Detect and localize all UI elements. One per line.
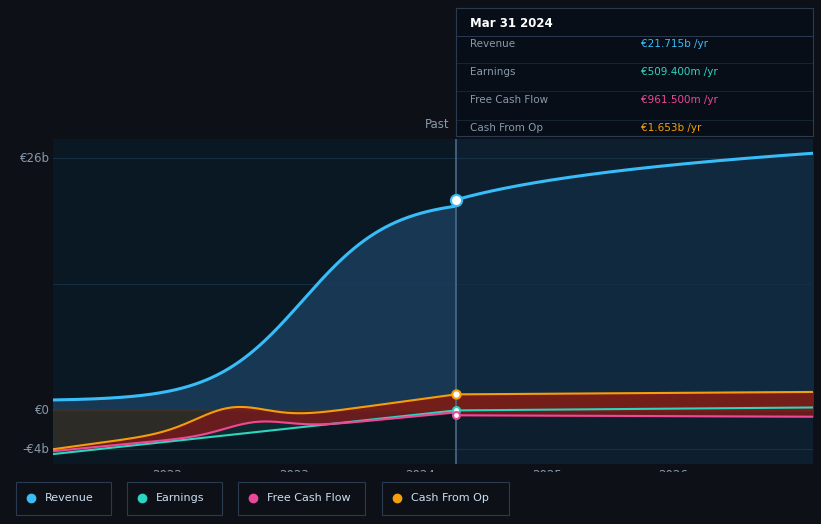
Text: €1.653b /yr: €1.653b /yr (641, 124, 702, 134)
Text: Analysts Forecasts: Analysts Forecasts (462, 118, 572, 131)
Text: Cash From Op: Cash From Op (470, 124, 543, 134)
Text: €21.715b /yr: €21.715b /yr (641, 39, 709, 49)
Bar (456, 139, 813, 464)
Text: Free Cash Flow: Free Cash Flow (470, 95, 548, 105)
Bar (53, 139, 456, 464)
Text: €509.400m /yr: €509.400m /yr (641, 67, 718, 77)
Text: €26b: €26b (20, 152, 49, 165)
Text: -€4b: -€4b (23, 443, 49, 456)
Text: €961.500m /yr: €961.500m /yr (641, 95, 718, 105)
Text: Earnings: Earnings (156, 493, 204, 503)
Text: €0: €0 (34, 404, 49, 417)
Text: Free Cash Flow: Free Cash Flow (267, 493, 351, 503)
Text: Earnings: Earnings (470, 67, 516, 77)
Text: Mar 31 2024: Mar 31 2024 (470, 17, 553, 30)
Text: Revenue: Revenue (45, 493, 94, 503)
Text: Cash From Op: Cash From Op (410, 493, 488, 503)
Text: Past: Past (425, 118, 450, 131)
Text: Revenue: Revenue (470, 39, 515, 49)
